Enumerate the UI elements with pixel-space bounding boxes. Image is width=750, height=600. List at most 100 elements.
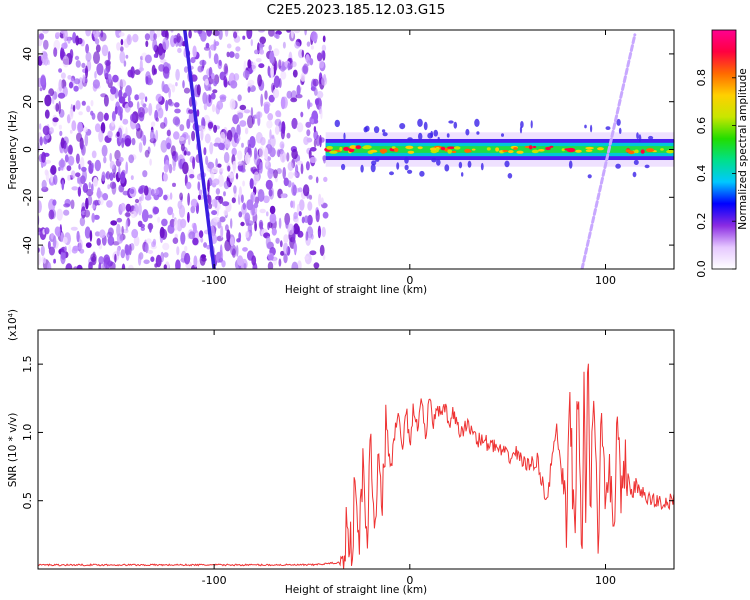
noise-blob — [118, 89, 123, 99]
noise-blob — [226, 51, 230, 58]
band-hotspot — [379, 148, 388, 153]
noise-blob — [125, 161, 128, 175]
noise-blob — [107, 184, 111, 190]
noise-blob — [233, 185, 237, 194]
noise-blob — [293, 242, 298, 254]
noise-blob — [212, 89, 218, 94]
noise-blob — [271, 134, 275, 139]
noise-blob — [40, 245, 45, 257]
noise-blob — [175, 82, 178, 87]
noise-blob — [58, 166, 61, 172]
noise-blob — [268, 30, 275, 37]
noise-blob — [276, 168, 282, 175]
noise-blob — [232, 160, 237, 171]
noise-blob — [76, 230, 80, 243]
noise-blob — [110, 86, 117, 95]
noise-blob — [196, 109, 200, 117]
noise-blob — [198, 189, 203, 196]
noise-blob — [237, 161, 243, 166]
noise-blob — [243, 109, 251, 114]
noise-blob — [79, 217, 86, 227]
band-hotspot — [508, 150, 514, 154]
noise-blob — [273, 75, 280, 88]
noise-blob — [130, 175, 134, 181]
noise-blob — [176, 33, 181, 43]
band-hotspot — [531, 149, 539, 154]
noise-blob — [116, 246, 120, 257]
noise-blob — [219, 216, 226, 223]
spectrogram-xlabel: Height of straight line (km) — [285, 284, 427, 296]
noise-blob — [305, 161, 310, 171]
noise-blob — [297, 260, 302, 269]
y-tick-label: -40 — [21, 236, 34, 254]
noise-blob — [286, 132, 291, 139]
noise-blob — [88, 181, 92, 189]
noise-blob — [161, 30, 166, 36]
noise-blob — [271, 227, 277, 236]
noise-blob — [38, 253, 41, 266]
noise-blob — [266, 211, 269, 217]
band-fringe — [363, 126, 368, 133]
snr-frame — [37, 329, 675, 570]
noise-blob — [184, 252, 191, 265]
noise-blob — [228, 51, 235, 58]
noise-blob — [279, 141, 285, 149]
noise-blob — [278, 217, 282, 229]
noise-blob — [233, 73, 240, 81]
noise-blob — [308, 194, 313, 200]
noise-blob — [60, 250, 66, 260]
band-fringe — [437, 136, 440, 141]
colorbar-tick-label: 0.6 — [695, 117, 708, 135]
y-tick-label: 0.5 — [21, 492, 34, 510]
band-fringe — [396, 162, 400, 170]
noise-blob — [188, 112, 195, 123]
noise-blob — [211, 72, 215, 80]
x-tick-label: 0 — [406, 274, 413, 287]
noise-blob — [61, 179, 65, 191]
noise-blob — [313, 262, 320, 269]
noise-blob — [119, 46, 124, 52]
noise-blob — [138, 142, 143, 153]
band-fringe — [427, 132, 433, 139]
band-fringe — [636, 132, 639, 140]
band-fringe — [433, 129, 439, 137]
noise-blob — [299, 199, 305, 211]
noise-blob — [192, 156, 196, 170]
noise-blob — [110, 220, 118, 226]
noise-blob — [280, 96, 286, 110]
noise-blob — [94, 159, 102, 172]
noise-blob — [130, 210, 137, 219]
noise-blob — [84, 226, 91, 239]
noise-blob — [100, 122, 106, 134]
noise-blob — [280, 250, 285, 256]
noise-blob — [251, 62, 257, 72]
noise-blob — [267, 139, 271, 149]
noise-blob — [188, 109, 194, 114]
noise-blob — [313, 138, 317, 148]
noise-blob — [191, 130, 196, 142]
noise-blob — [283, 234, 289, 244]
noise-blob — [307, 201, 313, 211]
noise-blob — [267, 261, 274, 269]
noise-blob — [178, 136, 185, 142]
noise-blob — [179, 192, 184, 201]
noise-blob — [167, 224, 175, 234]
noise-blob — [120, 249, 126, 259]
noise-blob — [227, 165, 231, 172]
band-hotspot — [513, 147, 518, 150]
band-fringe — [453, 121, 458, 129]
noise-blob — [203, 103, 208, 111]
noise-blob — [254, 49, 259, 55]
noise-blob — [41, 151, 46, 163]
noise-blob — [72, 245, 79, 252]
noise-blob — [109, 181, 117, 189]
noise-blob — [170, 35, 176, 48]
noise-blob — [314, 98, 320, 106]
noise-blob — [316, 52, 323, 62]
noise-blob — [224, 30, 229, 37]
noise-blob — [240, 194, 244, 203]
noise-blob — [215, 195, 222, 201]
noise-blob — [204, 78, 209, 86]
colorbar-tick-label: 0.2 — [695, 212, 708, 230]
noise-blob — [259, 49, 265, 55]
